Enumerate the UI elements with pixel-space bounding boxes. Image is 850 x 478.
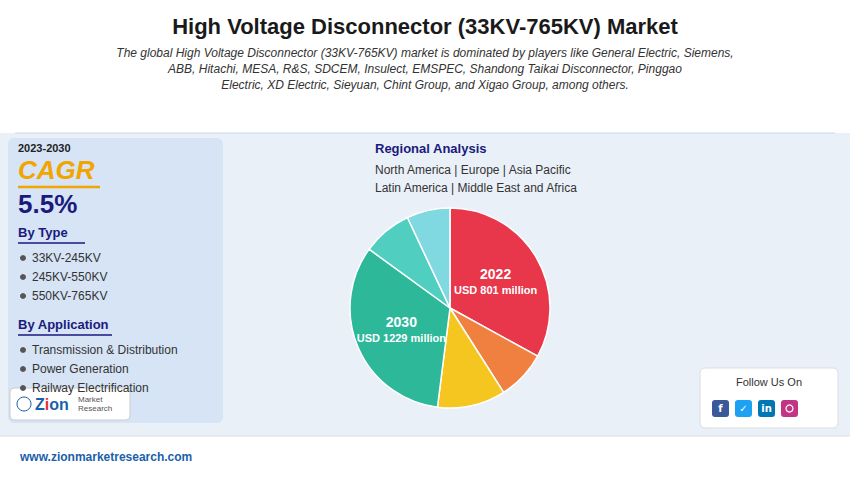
svg-text:North America | Europe | Asia: North America | Europe | Asia Pacific	[375, 163, 571, 177]
svg-text:ABB, Hitachi, MESA, R&S, SDCEM: ABB, Hitachi, MESA, R&S, SDCEM, Insulect…	[167, 62, 682, 76]
svg-text:2023-2030: 2023-2030	[18, 142, 71, 154]
svg-text:By Type: By Type	[18, 225, 68, 240]
svg-text:Electric, XD Electric, Sieyuan: Electric, XD Electric, Sieyuan, Chint Gr…	[221, 78, 629, 92]
svg-text:USD 1229 million: USD 1229 million	[357, 332, 447, 344]
svg-text:Railway Electrification: Railway Electrification	[32, 381, 149, 395]
svg-text:in: in	[761, 403, 772, 414]
svg-text:2022: 2022	[480, 266, 511, 282]
svg-text:Latin America | Middle East an: Latin America | Middle East and Africa	[375, 181, 577, 195]
svg-text:By Application: By Application	[18, 317, 109, 332]
svg-text:f: f	[718, 403, 723, 414]
svg-text:Market: Market	[78, 395, 103, 404]
svg-text:Regional Analysis: Regional Analysis	[375, 141, 487, 156]
svg-text:Research: Research	[78, 404, 112, 413]
svg-text:5.5%: 5.5%	[18, 189, 77, 219]
svg-text:33KV-245KV: 33KV-245KV	[32, 251, 101, 265]
svg-text:Z: Z	[35, 396, 45, 413]
svg-text:The global High Voltage Discon: The global High Voltage Disconnector (33…	[116, 46, 733, 60]
svg-text:www.zionmarketresearch.com: www.zionmarketresearch.com	[19, 450, 192, 464]
svg-text:✓: ✓	[739, 403, 747, 414]
svg-text:Follow Us On: Follow Us On	[736, 376, 802, 388]
svg-text:245KV-550KV: 245KV-550KV	[32, 270, 107, 284]
svg-text:Power Generation: Power Generation	[32, 362, 129, 376]
svg-text:on: on	[49, 396, 69, 413]
svg-text:CAGR: CAGR	[18, 155, 95, 185]
svg-text:550KV-765KV: 550KV-765KV	[32, 289, 107, 303]
svg-text:i: i	[44, 395, 50, 413]
svg-text:USD 801 million: USD 801 million	[454, 284, 537, 296]
svg-text:2030: 2030	[386, 314, 417, 330]
svg-text:Transmission & Distribution: Transmission & Distribution	[32, 343, 178, 357]
svg-text:High Voltage Disconnector (33K: High Voltage Disconnector (33KV-765KV) M…	[172, 14, 678, 39]
